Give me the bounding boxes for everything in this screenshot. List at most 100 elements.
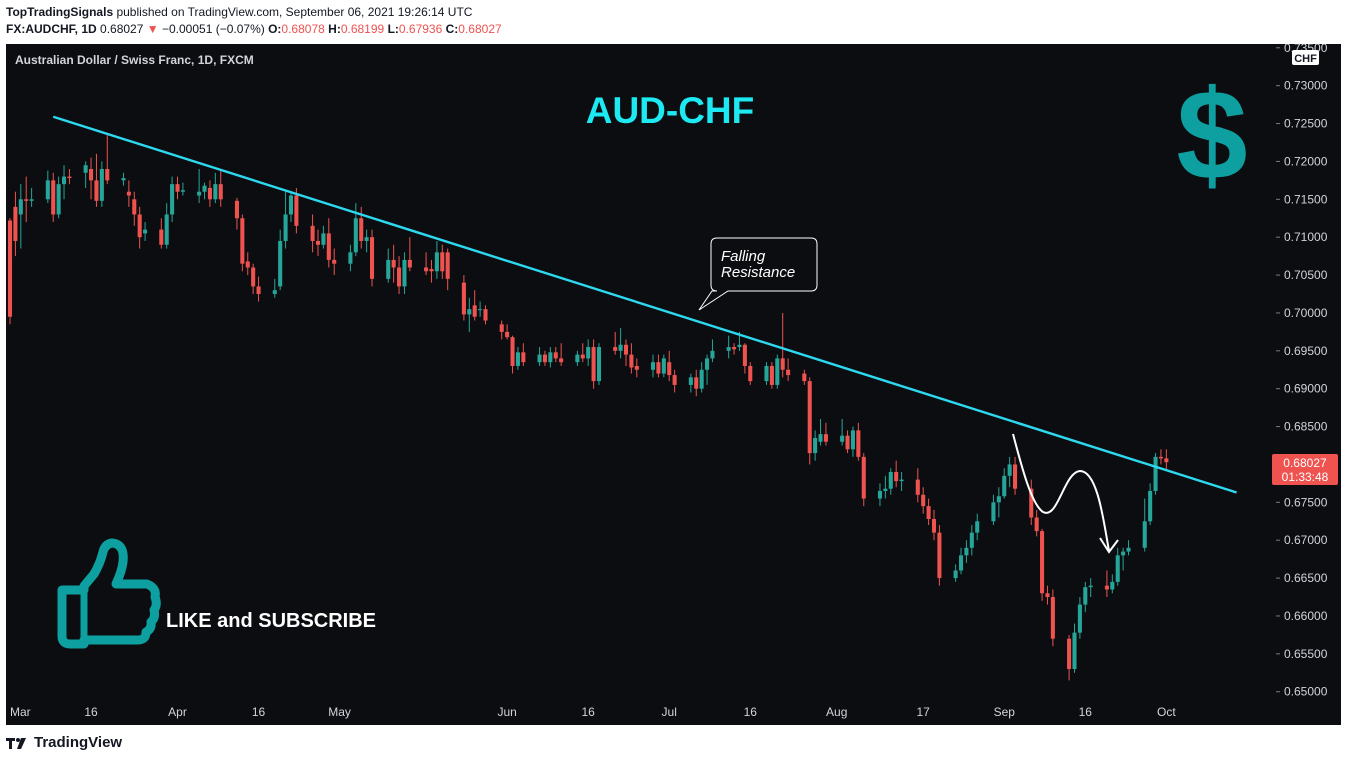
time-tick-label: Jun [497,705,516,719]
candle [105,134,110,185]
candle [245,252,250,276]
candle-body [613,347,618,351]
candle [467,297,472,332]
candle [121,172,126,186]
candle [996,487,1001,518]
candle [591,339,596,389]
open-label: O: [268,22,282,36]
candle [542,350,547,366]
time-tick-label: 16 [1079,705,1093,719]
candle-body [926,506,931,519]
candle-body [386,259,391,279]
candle-body [499,324,504,332]
candle [445,248,450,291]
candle [921,487,926,514]
candle-body [7,220,13,317]
candle-body [786,369,791,376]
candle [629,343,634,374]
resistance-trendline[interactable] [52,115,1237,494]
candle-body [845,435,850,450]
candle-body [996,496,1001,503]
candle-body [1029,488,1034,518]
candle [7,218,13,325]
candle-body [710,350,715,359]
candle [207,180,212,207]
candle [1029,479,1034,526]
candle [931,509,937,541]
candle [899,472,904,491]
brand-name: TradingView [34,734,123,751]
candle [726,335,731,359]
candle [132,191,137,226]
candle [315,229,321,257]
candle [505,324,510,340]
candle-body [175,184,180,192]
candle-body [958,555,964,571]
candle [888,468,893,495]
candle [321,225,326,249]
candle-body [143,229,148,234]
candle-body [478,309,483,311]
candle [953,564,958,582]
candle [1158,449,1163,465]
candle-body [83,165,88,173]
candle-body [1110,581,1115,590]
drawings-layer [52,115,1237,494]
candle-body [483,309,488,321]
candle [424,252,429,276]
candle [126,180,131,207]
candle [807,377,812,465]
candle-body [164,214,169,245]
price-tick-label: 0.71000 [1284,230,1328,244]
price-tick-label: 0.67500 [1284,495,1328,509]
candle [94,153,99,207]
candle [613,331,618,355]
candle [1050,589,1055,647]
candlestick-chart[interactable]: 0.73500 0.73000 0.72500 0.72000 0.71500 0.710… [6,44,1341,725]
candle [1164,449,1169,469]
candle-body [294,195,299,226]
candle [672,369,677,393]
time-axis[interactable]: Mar 16 Apr 16 May Jun 16 Jul 16 Aug 17 Sep 16 Oct [10,705,1176,719]
candle [294,187,299,234]
candle-body [537,354,542,363]
candle-body [591,347,596,382]
high-label: H: [328,22,341,36]
candle-body [445,252,450,279]
price-tick-label: 0.65500 [1284,647,1328,661]
candle [850,426,855,457]
candle [575,350,580,366]
time-tick-label: Oct [1157,705,1176,719]
candle [370,229,375,287]
candle-body [856,430,861,457]
candle [780,312,785,378]
price-tick-label: 0.68500 [1284,420,1328,434]
candle-body [1067,638,1072,669]
candle [883,475,888,499]
candle [67,169,72,185]
candle [407,237,412,272]
price-axis[interactable]: 0.73500 0.73000 0.72500 0.72000 0.71500 0.710… [1276,44,1328,699]
candle [288,191,294,223]
candle [840,419,845,446]
current-price-bg [1272,454,1338,485]
high-value: 0.68199 [340,22,385,36]
price-tick-label: 0.72500 [1284,117,1328,131]
candle-body [656,362,661,374]
chart-area[interactable]: 0.73500 0.73000 0.72500 0.72000 0.71500 0.710… [6,44,1341,725]
tradingview-logo-icon [6,737,26,749]
candle-body [218,184,223,200]
candle [964,540,969,563]
publish-date-text: published on TradingView.com, September … [113,5,473,19]
candle [1002,468,1007,499]
candle-body [180,190,185,192]
candle [958,547,964,575]
candle [175,176,180,200]
candle [472,290,477,321]
candle [391,244,396,283]
publisher-name[interactable]: TopTradingSignals [6,5,114,19]
candle-body [921,494,926,507]
tradingview-logo[interactable]: TradingView [6,734,122,751]
candle-body [515,352,520,366]
candle [559,343,564,366]
